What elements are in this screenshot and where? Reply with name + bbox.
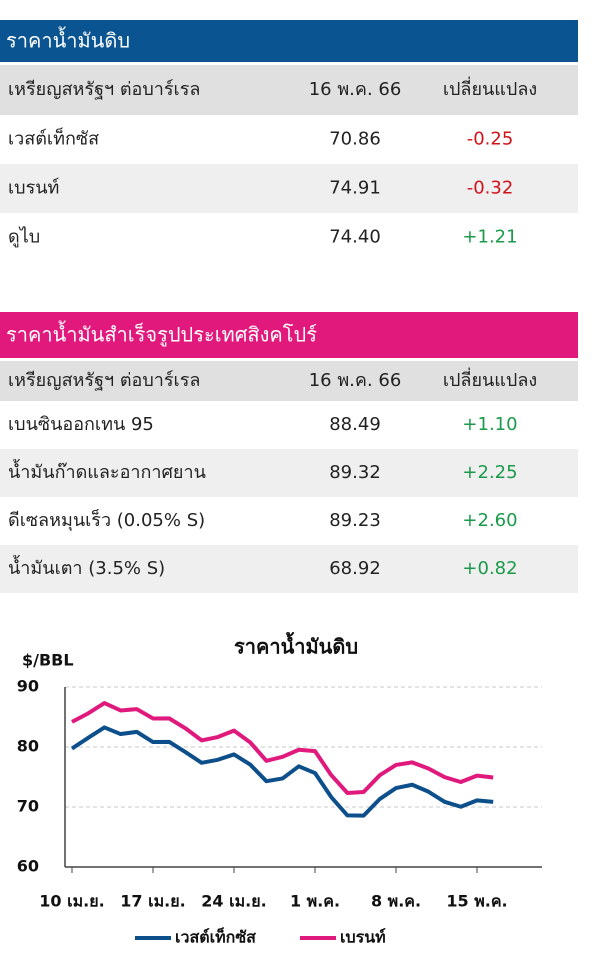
table-cell: เบนซินออกเทน 95 bbox=[8, 414, 154, 435]
y-tick-label: 80 bbox=[17, 737, 39, 756]
x-tick-label: 1 พ.ค. bbox=[290, 892, 340, 911]
table-cell: -0.32 bbox=[467, 178, 514, 199]
table-header: เหรียญสหรัฐฯ ต่อบาร์เรล bbox=[8, 370, 200, 391]
table-cell: +1.10 bbox=[462, 414, 517, 435]
series-line bbox=[71, 701, 494, 796]
table-cell: +0.82 bbox=[462, 558, 517, 579]
table-header: 16 พ.ค. 66 bbox=[309, 370, 402, 391]
series-line bbox=[70, 725, 494, 818]
table-title: ราคาน้ำมันดิบ bbox=[6, 27, 130, 53]
table-header: เปลี่ยนแปลง bbox=[443, 367, 537, 391]
table-row-bg bbox=[0, 164, 578, 213]
table-cell: 68.92 bbox=[329, 558, 381, 579]
y-axis-label: $/BBL bbox=[22, 651, 74, 670]
table-cell: ดูไบ bbox=[8, 226, 40, 248]
x-tick-label: 24 เม.ย. bbox=[201, 892, 266, 911]
table-cell: +2.25 bbox=[462, 462, 517, 483]
table-header: เหรียญสหรัฐฯ ต่อบาร์เรล bbox=[8, 79, 200, 100]
x-tick-label: 15 พ.ค. bbox=[446, 892, 507, 911]
x-tick-label: 10 เม.ย. bbox=[39, 892, 104, 911]
y-tick-label: 70 bbox=[17, 797, 39, 816]
table-cell: น้ำมันเตา (3.5% S) bbox=[8, 555, 165, 579]
table-cell: 70.86 bbox=[329, 129, 381, 150]
table-title: ราคาน้ำมันสำเร็จรูปประเทศสิงคโปร์ bbox=[6, 321, 317, 348]
table-title-bar bbox=[0, 312, 578, 358]
table-cell: เวสต์เท็กซัส bbox=[8, 127, 99, 150]
table-header-bg bbox=[0, 361, 578, 401]
table-cell: 89.23 bbox=[329, 510, 381, 531]
table-cell: ดีเซลหมุนเร็ว (0.05% S) bbox=[8, 508, 205, 531]
table-row-bg bbox=[0, 545, 578, 593]
x-tick-label: 8 พ.ค. bbox=[371, 892, 421, 911]
table-header: 16 พ.ค. 66 bbox=[309, 79, 402, 100]
table-cell: +1.21 bbox=[462, 227, 517, 248]
chart-title: ราคาน้ำมันดิบ bbox=[234, 632, 358, 659]
table-cell: เบรนท์ bbox=[8, 178, 59, 199]
table-cell: -0.25 bbox=[467, 129, 514, 150]
table-header: เปลี่ยนแปลง bbox=[443, 76, 537, 100]
table-cell: 89.32 bbox=[329, 462, 381, 483]
table-cell: 74.91 bbox=[329, 178, 381, 199]
table-cell: 88.49 bbox=[329, 414, 381, 435]
table-header-bg bbox=[0, 65, 578, 115]
table-cell: น้ำมันก๊าดและอากาศยาน bbox=[8, 459, 206, 483]
table-row-bg bbox=[0, 449, 578, 497]
legend-label: เวสต์เท็กซัส bbox=[175, 926, 256, 947]
table-cell: 74.40 bbox=[329, 227, 381, 248]
y-tick-label: 60 bbox=[17, 857, 39, 876]
legend-label: เบรนท์ bbox=[340, 928, 386, 947]
table-title-bar bbox=[0, 20, 578, 62]
y-tick-label: 90 bbox=[17, 677, 39, 696]
table-cell: +2.60 bbox=[462, 510, 517, 531]
x-tick-label: 17 เม.ย. bbox=[120, 892, 185, 911]
